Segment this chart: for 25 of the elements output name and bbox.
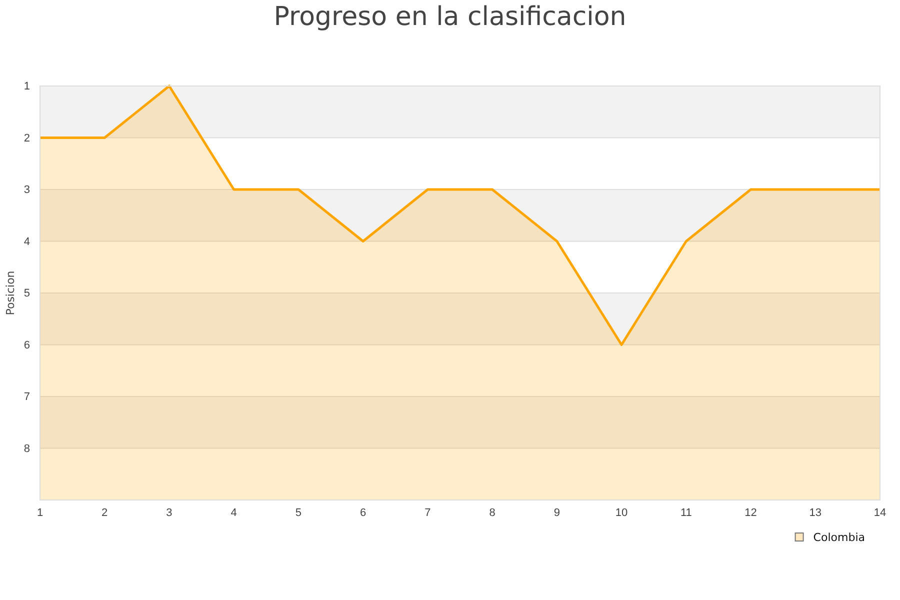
y-tick-label: 2 [24, 132, 30, 144]
x-tick-label: 10 [615, 506, 628, 519]
y-axis-title: Posicion [4, 270, 17, 316]
x-tick-label: 2 [102, 506, 108, 519]
x-tick-label: 5 [295, 506, 302, 519]
x-tick-label: 14 [874, 506, 886, 519]
y-tick-label: 4 [24, 236, 30, 248]
y-tick-label: 5 [24, 288, 30, 300]
x-tick-label: 4 [230, 506, 237, 519]
x-tick-label: 3 [166, 506, 172, 519]
y-tick-label: 6 [24, 339, 30, 352]
y-tick-label: 1 [24, 80, 30, 93]
x-tick-label: 1 [36, 506, 44, 519]
x-tick-label: 11 [680, 506, 692, 519]
legend-label: Colombia [813, 531, 865, 544]
x-tick-label: 6 [360, 506, 366, 519]
x-tick-label: 9 [554, 506, 560, 519]
x-tick-label: 13 [809, 506, 822, 519]
x-tick-label: 8 [489, 506, 496, 519]
y-tick-label: 8 [24, 442, 30, 455]
y-tick-label: 3 [24, 184, 30, 196]
y-tick-label: 7 [24, 391, 30, 404]
chart-title: Progreso en la clasificacion [274, 2, 626, 32]
x-tick-label: 12 [744, 506, 757, 519]
x-tick-label: 7 [424, 506, 431, 519]
